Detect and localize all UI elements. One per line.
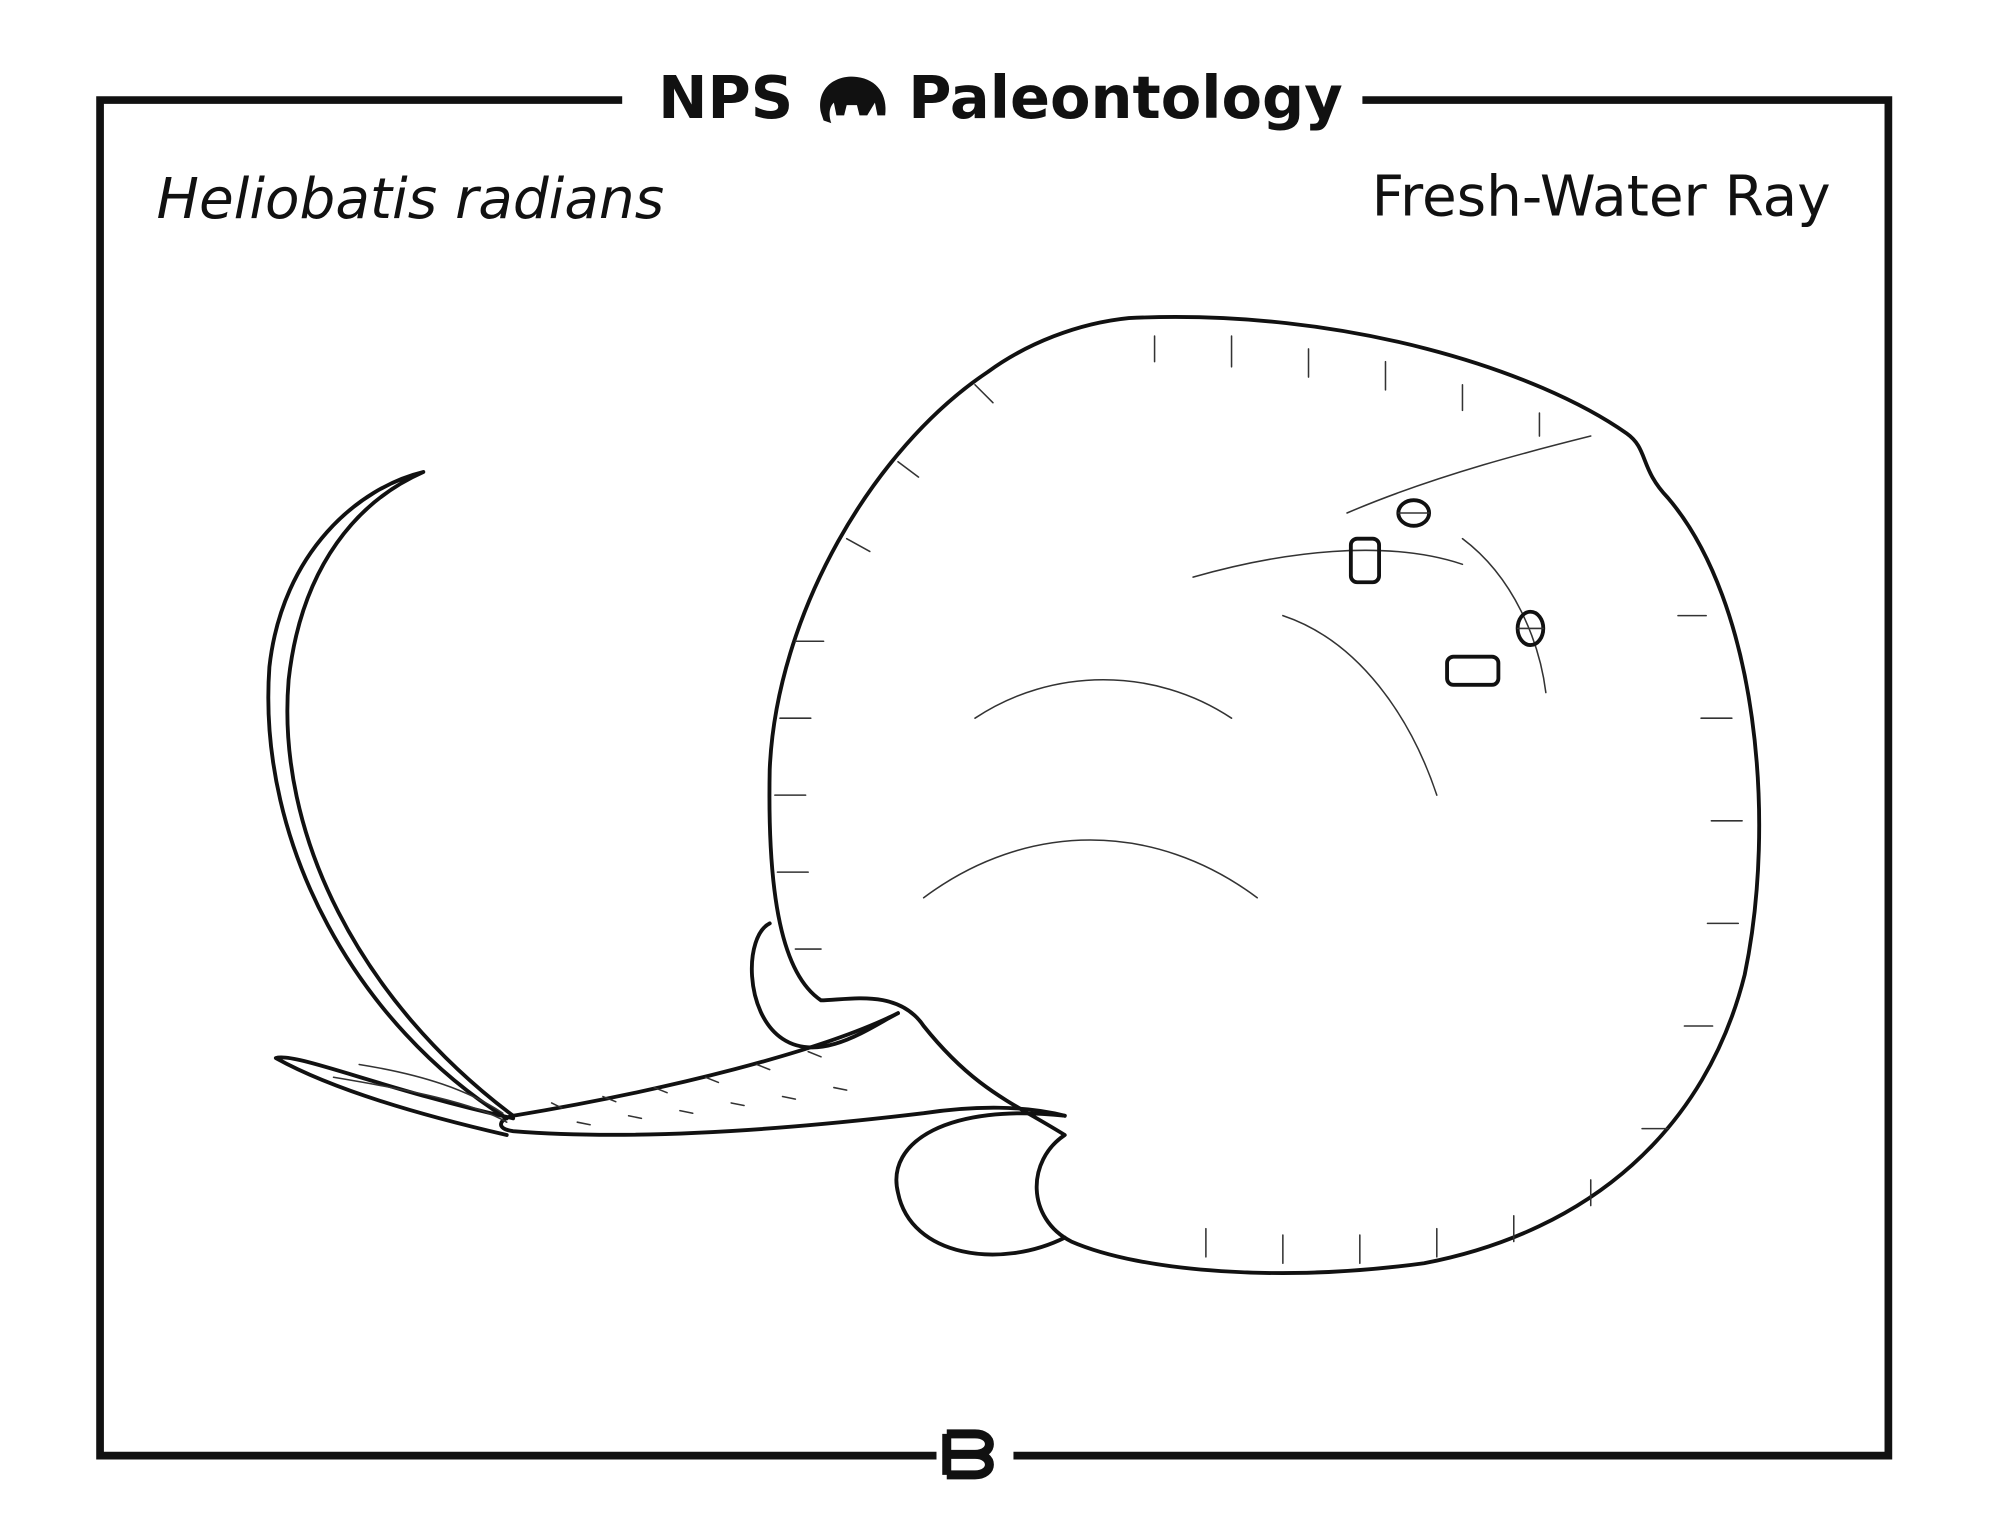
monogram <box>942 1429 994 1480</box>
common-name: Fresh-Water Ray <box>1372 164 1831 229</box>
header-title: Paleontology <box>908 63 1342 132</box>
scientific-name: Heliobatis radians <box>157 167 665 232</box>
frame <box>96 96 1893 1460</box>
mammoth-icon <box>820 76 886 124</box>
brand: NPS <box>658 63 793 132</box>
ray-illustration <box>266 315 1762 1275</box>
